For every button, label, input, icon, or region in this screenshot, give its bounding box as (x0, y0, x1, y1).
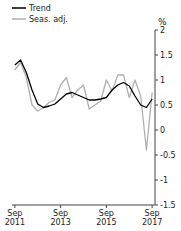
x-tick-label-line: 2013 (50, 218, 70, 227)
y-tick (155, 80, 158, 81)
y-axis-line (155, 30, 156, 205)
x-tick-label-line: 2011 (5, 218, 25, 227)
y-tick (155, 205, 158, 206)
y-tick-label: 1 (160, 76, 165, 85)
legend-label: Seas. adj. (29, 15, 68, 24)
x-tick-label: Sep2017 (142, 209, 162, 227)
legend: Trend Seas. adj. (12, 4, 68, 24)
y-tick (155, 30, 158, 31)
y-tick-label: 0.5 (160, 101, 173, 110)
x-tick-label-line: 2017 (142, 218, 162, 227)
x-axis-line (12, 205, 155, 206)
legend-swatch (12, 7, 26, 9)
chart: -1.5-1-0.500.511.52%Sep2011Sep2013Sep201… (0, 0, 181, 231)
series-line (15, 60, 152, 108)
y-tick (155, 130, 158, 131)
x-tick-label-line: Sep (53, 209, 68, 218)
x-tick (152, 205, 153, 208)
y-tick (155, 180, 158, 181)
y-tick (155, 55, 158, 56)
x-tick-label-line: Sep (99, 209, 114, 218)
x-tick-label-line: Sep (145, 209, 160, 218)
x-tick-label-line: 2015 (96, 218, 116, 227)
y-axis-label: % (158, 17, 167, 27)
x-tick-label: Sep2011 (5, 209, 25, 227)
y-tick-label: -1 (160, 176, 168, 185)
y-tick-label: -1.5 (160, 201, 176, 210)
legend-swatch (12, 18, 26, 20)
y-tick (155, 105, 158, 106)
x-tick-label: Sep2015 (96, 209, 116, 227)
x-tick (14, 205, 15, 208)
x-tick-label-line: Sep (7, 209, 22, 218)
x-tick-label: Sep2013 (50, 209, 70, 227)
y-tick-label: 2 (160, 26, 165, 35)
y-tick-label: 1.5 (160, 51, 173, 60)
x-tick (60, 205, 61, 208)
y-tick-label: -0.5 (160, 151, 176, 160)
plot-area (15, 60, 152, 150)
series-line (15, 63, 152, 151)
y-tick-label: 0 (160, 126, 165, 135)
x-tick (106, 205, 107, 208)
y-tick (155, 155, 158, 156)
legend-label: Trend (28, 4, 51, 13)
